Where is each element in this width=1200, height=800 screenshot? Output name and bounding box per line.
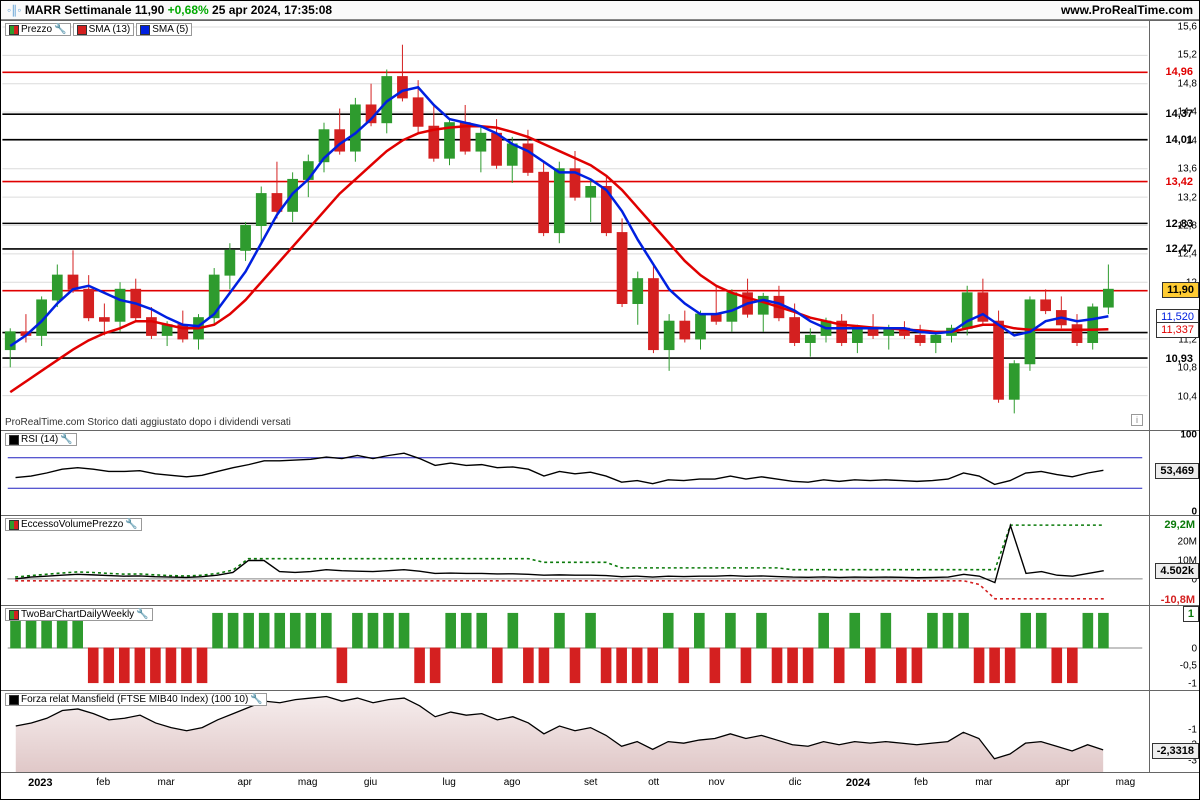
watermark-icon: ◦∥◦	[7, 3, 22, 17]
twobar-panel[interactable]: TwoBarChartDailyWeekly🔧 0-0,5-11	[1, 605, 1199, 690]
chart-header: ◦∥◦ MARR Settimanale 11,90 +0,68% 25 apr…	[1, 1, 1199, 20]
legend-sma5: SMA (5)	[136, 23, 192, 36]
evp-swatch	[9, 520, 19, 530]
rsi-yaxis: 100053,469	[1149, 431, 1199, 515]
settings-icon[interactable]: 🔧	[136, 609, 148, 620]
mansfield-yaxis: -1-2-3-2,3318	[1149, 691, 1199, 772]
legend-sma13: SMA (13)	[73, 23, 135, 36]
mansfield-panel[interactable]: Forza relat Mansfield (FTSE MIB40 Index)…	[1, 690, 1199, 772]
twobar-legend: TwoBarChartDailyWeekly🔧	[5, 608, 153, 621]
header-left: ◦∥◦ MARR Settimanale 11,90 +0,68% 25 apr…	[7, 3, 332, 17]
price-change: +0,68%	[168, 3, 209, 17]
rsi-plot[interactable]	[1, 431, 1149, 515]
sma5-swatch	[140, 25, 150, 35]
time-axis: 2023febmaraprmaggiulugagosetottnovdic202…	[1, 772, 1199, 800]
rsi-panel[interactable]: RSI (14)🔧 100053,469	[1, 430, 1199, 515]
legend-prezzo: Prezzo 🔧	[5, 23, 71, 36]
price-legend: Prezzo 🔧 SMA (13) SMA (5)	[5, 23, 192, 36]
price-panel[interactable]: Prezzo 🔧 SMA (13) SMA (5) 10,410,811,212…	[1, 20, 1199, 430]
datetime: 25 apr 2024, 17:35:08	[212, 3, 332, 17]
last-price: 11,90	[135, 3, 164, 17]
price-plot[interactable]	[1, 21, 1149, 430]
sma13-swatch	[77, 25, 87, 35]
evp-yaxis: 20M10M029,2M4.502k-10,8M	[1149, 516, 1199, 605]
timeframe: Settimanale	[64, 3, 131, 17]
info-icon[interactable]: i	[1131, 414, 1143, 426]
candle-icon	[9, 25, 19, 35]
twobar-yaxis: 0-0,5-11	[1149, 606, 1199, 690]
data-adjusted-note: ProRealTime.com Storico dati aggiustato …	[5, 417, 291, 428]
mansfield-legend: Forza relat Mansfield (FTSE MIB40 Index)…	[5, 693, 267, 706]
rsi-legend: RSI (14)🔧	[5, 433, 77, 446]
symbol: MARR	[25, 3, 61, 17]
evp-plot[interactable]	[1, 516, 1149, 605]
settings-icon[interactable]: 🔧	[54, 24, 66, 35]
twobar-swatch	[9, 610, 19, 620]
mansfield-swatch	[9, 695, 19, 705]
evp-panel[interactable]: EccessoVolumePrezzo🔧 20M10M029,2M4.502k-…	[1, 515, 1199, 605]
settings-icon[interactable]: 🔧	[60, 434, 72, 445]
rsi-swatch	[9, 435, 19, 445]
evp-legend: EccessoVolumePrezzo🔧	[5, 518, 142, 531]
settings-icon[interactable]: 🔧	[125, 519, 137, 530]
settings-icon[interactable]: 🔧	[250, 694, 262, 705]
site-link[interactable]: www.ProRealTime.com	[1061, 3, 1193, 17]
price-yaxis: 10,410,811,21212,412,813,213,61414,414,8…	[1149, 21, 1199, 430]
twobar-plot[interactable]	[1, 606, 1149, 690]
